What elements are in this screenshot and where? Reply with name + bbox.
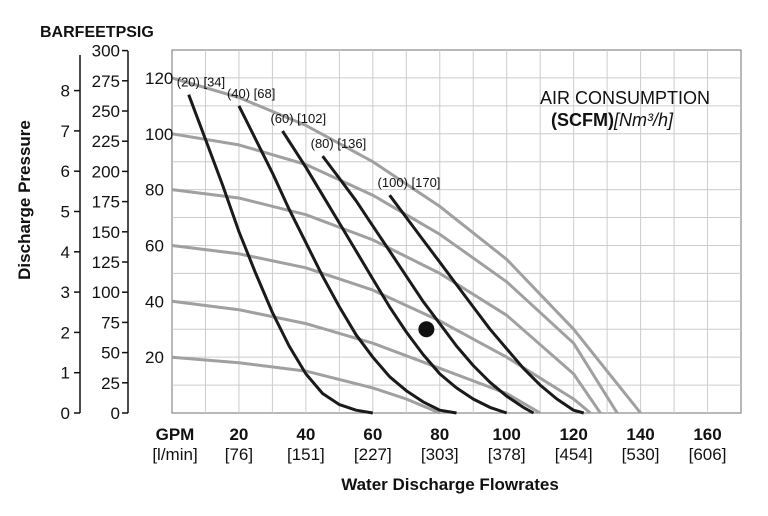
bar-tick-label: 2: [61, 323, 70, 342]
bar-axis: 0 1 2 3 4 5 6 7 8: [61, 55, 81, 423]
feet-tick-label: 75: [101, 313, 120, 332]
air-consumption-curve: [321, 155, 535, 415]
x-tick-label-lmin: [227]: [354, 445, 392, 464]
operating-point: [418, 321, 435, 338]
legend-scfm: (SCFM): [551, 110, 614, 130]
x-tick-label-lmin: [378]: [488, 445, 526, 464]
feet-tick-label: 25: [101, 374, 120, 393]
x-tick-label-gpm: 160: [693, 425, 721, 444]
air-curve-label: (100) [170]: [378, 175, 441, 190]
bar-tick-label: 5: [61, 203, 70, 222]
feet-tick-label: 275: [92, 72, 120, 91]
feet-tick-label: 175: [92, 193, 120, 212]
psig-tick-label: 100: [145, 125, 173, 144]
bar-tick-label: 1: [61, 364, 70, 383]
legend-title: AIR CONSUMPTION (SCFM)[Nm³/h]: [540, 88, 710, 130]
pressure-curve: [171, 188, 602, 414]
y-axis-title: Discharge Pressure: [15, 120, 34, 280]
bar-tick-label: 8: [61, 82, 70, 101]
bar-tick-label: 0: [61, 404, 70, 423]
air-consumption-curves: [187, 94, 585, 415]
air-curve-label: (20) [34]: [177, 75, 225, 90]
x-axis: GPM[l/min] 20[76] 40[151] 60[227] 80[303] 100…: [152, 425, 726, 464]
psig-tick-label: 80: [145, 181, 164, 200]
bar-tick-label: 4: [61, 243, 70, 262]
air-consumption-curve: [281, 130, 508, 415]
pressure-curves: [171, 76, 642, 415]
air-curve-labels: (20) [34](40) [68] (60) [102] (80) [136] (1…: [177, 75, 441, 191]
x-tick-label-gpm: 20: [229, 425, 248, 444]
bar-tick-label: 3: [61, 283, 70, 302]
x-tick-label-gpm: 120: [559, 425, 587, 444]
feet-axis: 0 25 50 75 100 125 150 175 200 225 250 275 300: [92, 42, 129, 423]
pressure-curve: [171, 76, 642, 414]
bar-tick-label: 7: [61, 122, 70, 141]
air-curve-label: (60) [102]: [270, 111, 326, 126]
air-consumption-curve: [388, 194, 585, 415]
operating-point-marker: [418, 321, 435, 338]
feet-tick-label: 250: [92, 102, 120, 121]
feet-tick-label: 0: [111, 404, 120, 423]
x-tick-label-lmin: [530]: [622, 445, 660, 464]
x-unit-primary: GPM: [156, 425, 195, 444]
psig-tick-label: 120: [145, 69, 173, 88]
air-curve-label: (40) [68]: [227, 86, 275, 101]
x-tick-label-lmin: [606]: [689, 445, 727, 464]
feet-tick-label: 300: [92, 42, 120, 61]
feet-tick-label: 150: [92, 223, 120, 242]
psig-axis: 20 40 60 80 100 120: [145, 69, 173, 367]
bar-tick-label: 6: [61, 162, 70, 181]
x-tick-label-gpm: 80: [430, 425, 449, 444]
x-tick-label-gpm: 40: [296, 425, 315, 444]
air-curve-label: (80) [136]: [311, 136, 367, 151]
x-tick-label-lmin: [151]: [287, 445, 325, 464]
psig-tick-label: 20: [145, 348, 164, 367]
air-consumption-curve: [237, 105, 457, 415]
feet-tick-label: 50: [101, 344, 120, 363]
pressure-curve: [171, 299, 541, 415]
feet-tick-label: 125: [92, 253, 120, 272]
x-tick-label-gpm: 140: [626, 425, 654, 444]
legend-title-line1: AIR CONSUMPTION: [540, 88, 710, 108]
psig-tick-label: 60: [145, 236, 164, 255]
legend-nm3: [Nm³/h]: [613, 110, 674, 130]
pressure-units-header: BARFEETPSIG: [40, 24, 154, 41]
x-unit-secondary: [l/min]: [152, 445, 197, 464]
feet-tick-label: 200: [92, 162, 120, 181]
x-tick-label-gpm: 100: [493, 425, 521, 444]
pressure-curve: [171, 132, 619, 414]
x-tick-label-lmin: [303]: [421, 445, 459, 464]
feet-tick-label: 225: [92, 132, 120, 151]
x-axis-title: Water Discharge Flowrates: [341, 475, 559, 494]
psig-unit-label: PSIG: [116, 24, 154, 41]
feet-unit-label: FEET: [75, 24, 116, 41]
x-tick-label-gpm: 60: [363, 425, 382, 444]
feet-tick-label: 100: [92, 283, 120, 302]
x-tick-label-lmin: [454]: [555, 445, 593, 464]
x-tick-label-lmin: [76]: [225, 445, 253, 464]
psig-tick-label: 40: [145, 292, 164, 311]
air-consumption-curve: [187, 94, 374, 415]
legend-title-line2: (SCFM)[Nm³/h]: [551, 110, 674, 130]
plot-area: (20) [34](40) [68] (60) [102] (80) [136] (1…: [171, 49, 742, 415]
bar-unit-label: BAR: [40, 24, 75, 41]
pressure-curve: [171, 355, 441, 415]
